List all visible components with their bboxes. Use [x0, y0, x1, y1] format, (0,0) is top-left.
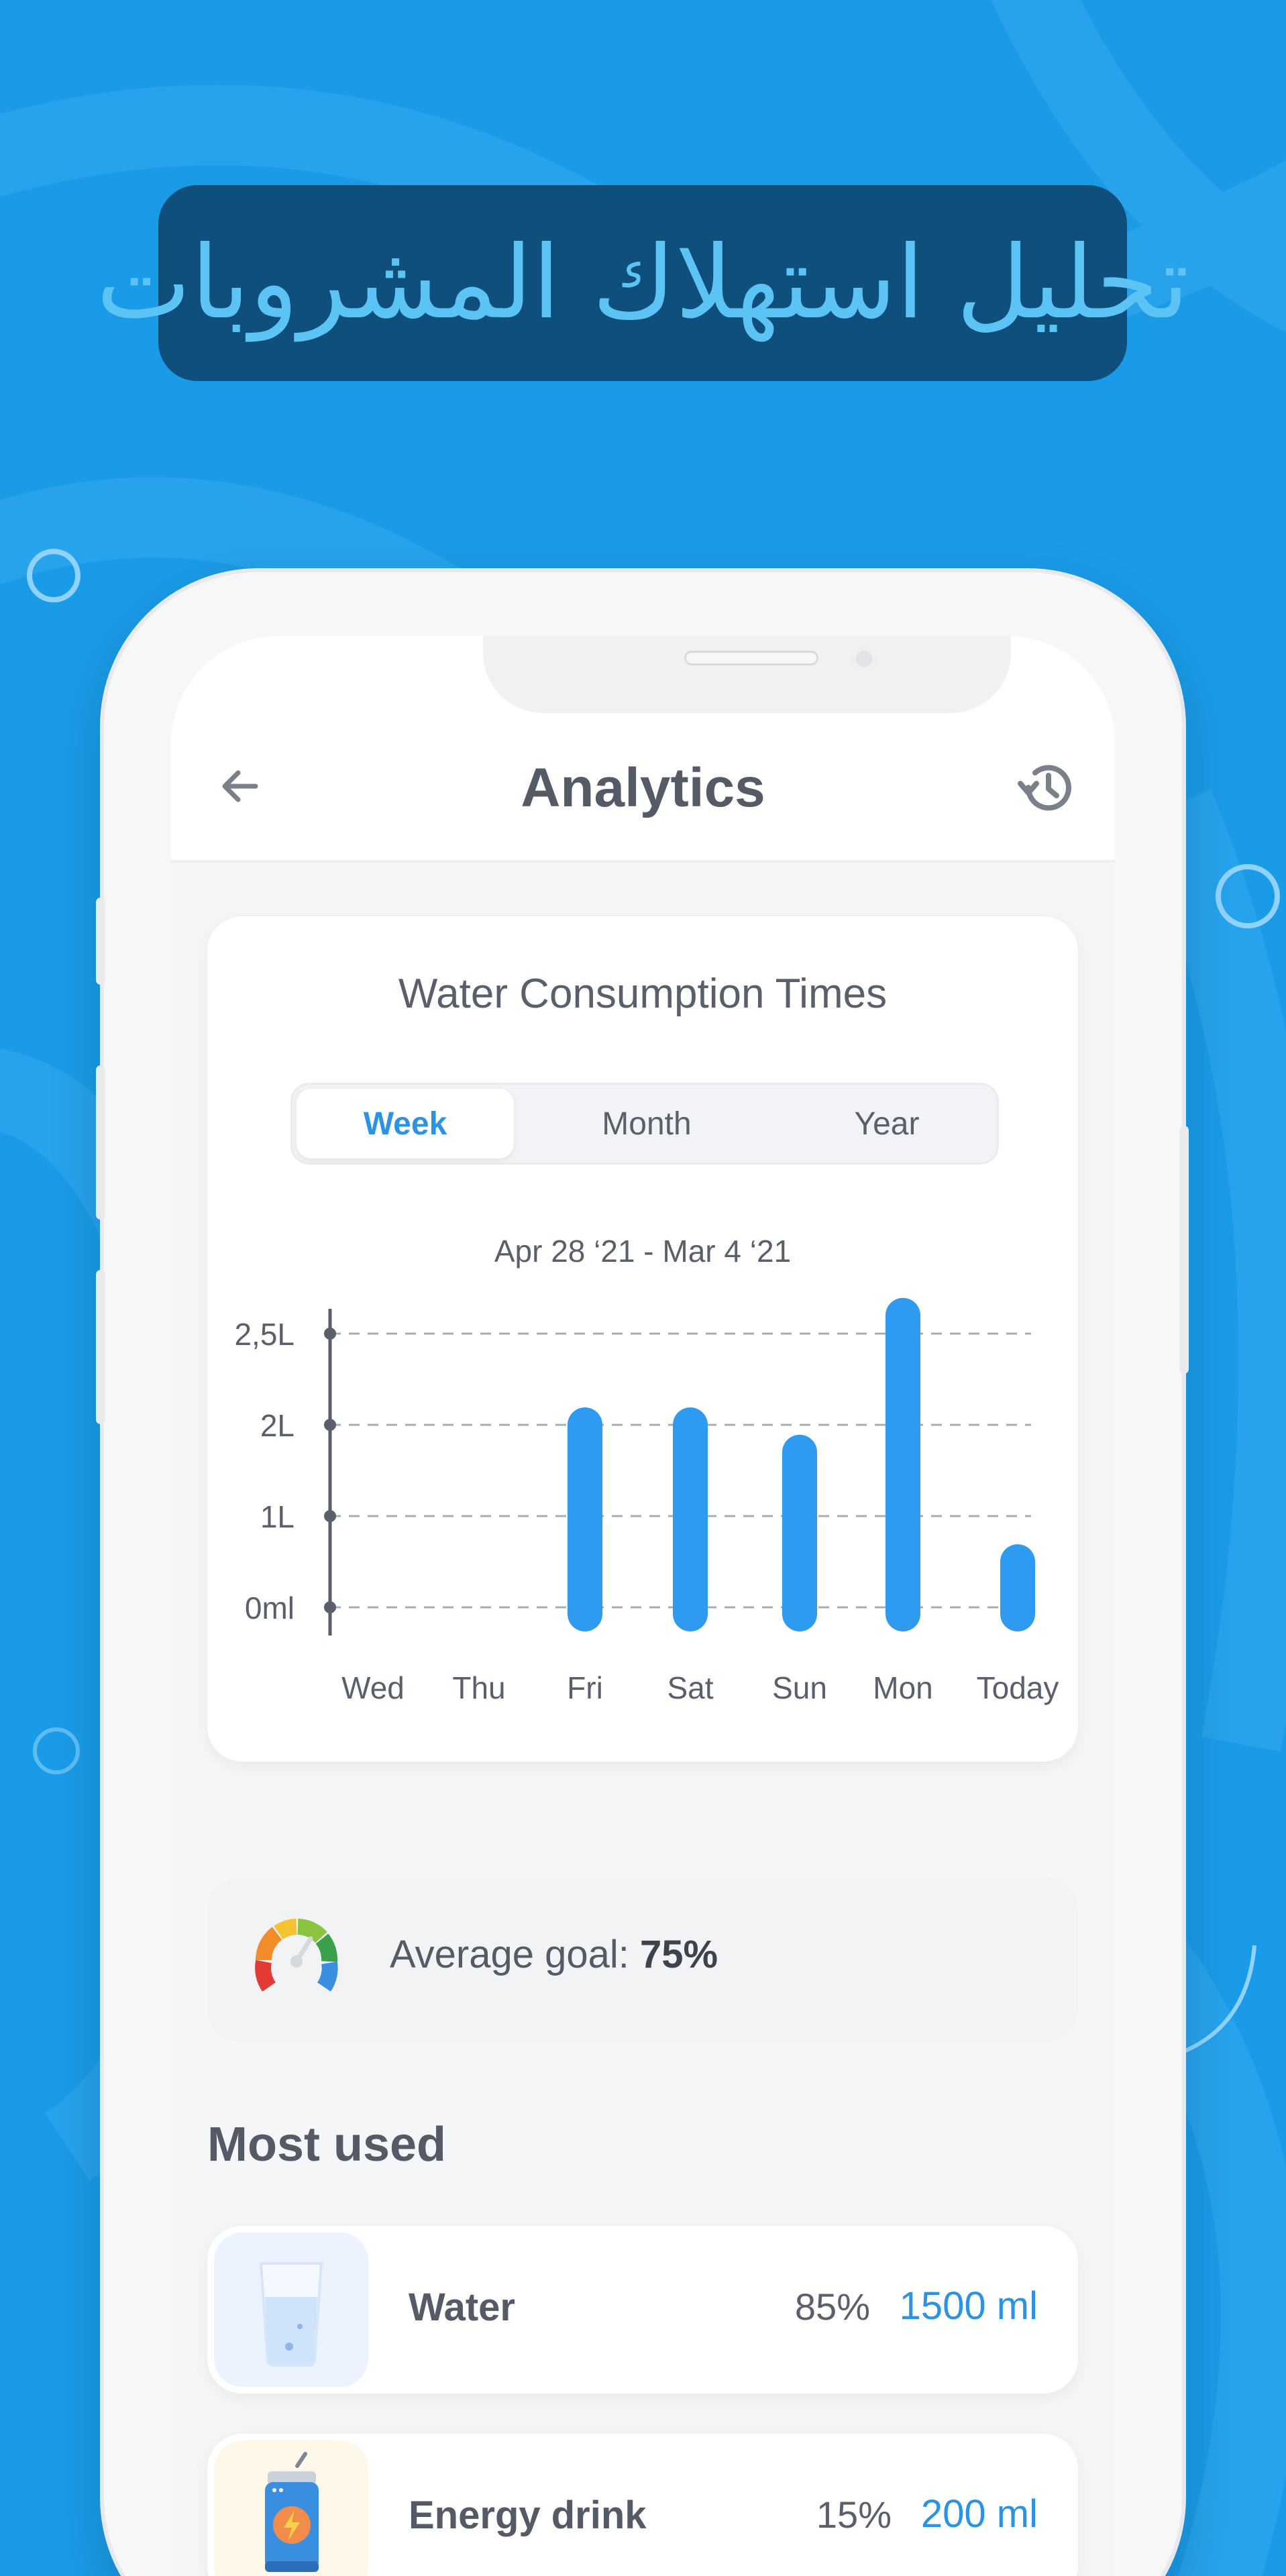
arrow-left-icon[interactable]: [215, 761, 266, 812]
history-icon[interactable]: [1016, 757, 1078, 818]
date-range: Apr 28 ‘21 - Mar 4 ‘21: [494, 1234, 792, 1269]
x-tick-label: Fri: [567, 1670, 603, 1705]
y-tick-label: 1L: [260, 1499, 294, 1534]
average-goal-label: Average goal:: [390, 1933, 640, 1976]
tab-year[interactable]: Year: [854, 1106, 920, 1142]
bar-sun: [782, 1434, 817, 1631]
tab-month[interactable]: Month: [602, 1106, 692, 1142]
bar-today: [1000, 1544, 1035, 1631]
promo-banner: تحليل استهلاك المشروبات: [96, 185, 1188, 381]
drink-name: Energy drink: [409, 2493, 647, 2537]
list-item[interactable]: Water 85% 1500 ml: [207, 2226, 1078, 2394]
drink-thumbnail: [214, 2440, 368, 2576]
y-tick-label: 2,5L: [234, 1317, 294, 1352]
axis-tick-dot: [324, 1601, 336, 1613]
x-tick-label: Wed: [341, 1670, 405, 1705]
drink-name: Water: [409, 2286, 515, 2329]
phone-camera: [851, 645, 877, 672]
average-goal-value: 75%: [639, 1933, 718, 1976]
x-tick-label: Today: [977, 1670, 1059, 1705]
axis-tick-dot: [324, 1419, 336, 1431]
drink-percent: 15%: [816, 2493, 892, 2536]
drink-percent: 85%: [794, 2286, 870, 2328]
phone-notch: [483, 636, 1011, 713]
period-segmented-control: Week Month Year: [290, 1083, 999, 1165]
axis-tick-dot: [324, 1510, 336, 1522]
energy-drink-can-icon: [265, 2452, 319, 2572]
x-tick-label: Sat: [667, 1670, 713, 1705]
drink-amount: 1500 ml: [899, 2284, 1038, 2328]
x-tick-label: Mon: [873, 1670, 932, 1705]
bar-sat: [673, 1407, 708, 1631]
phone-power-button: [1179, 1126, 1189, 1374]
gauge-icon: [255, 1919, 338, 1992]
tab-week[interactable]: Week: [297, 1089, 514, 1159]
water-glass-icon: [259, 2262, 323, 2367]
average-goal-text: Average goal: 75%: [390, 1932, 718, 1977]
y-tick-label: 0ml: [245, 1591, 294, 1625]
app-screen: Analytics Water Consumption Times Week M…: [171, 636, 1115, 2576]
x-tick-label: Thu: [452, 1670, 505, 1705]
banner-title: تحليل استهلاك المشروبات: [96, 225, 1189, 341]
most-used-title: Most used: [207, 2118, 447, 2171]
x-tick-label: Sun: [772, 1670, 827, 1705]
phone-frame: Analytics Water Consumption Times Week M…: [96, 572, 1189, 2576]
average-goal-card: Average goal: 75%: [207, 1877, 1078, 2042]
page-title: Analytics: [521, 757, 765, 818]
drink-thumbnail: [214, 2233, 368, 2387]
list-item[interactable]: Energy drink 15% 200 ml: [207, 2434, 1078, 2576]
consumption-bar-chart: 0ml 1L 2L 2,5L Wed Thu Fri Sat Sun Mon Today: [234, 1297, 1059, 1705]
y-tick-label: 2L: [260, 1408, 294, 1443]
card-title: Water Consumption Times: [398, 971, 888, 1017]
phone-speaker: [684, 651, 818, 665]
bar-mon: [886, 1297, 920, 1631]
water-consumption-card: Water Consumption Times Week Month Year …: [207, 916, 1078, 1762]
bar-fri: [568, 1407, 602, 1631]
phone-volume-down-button: [96, 1270, 105, 1424]
axis-tick-dot: [324, 1328, 336, 1340]
phone-side-button: [96, 898, 105, 985]
drink-amount: 200 ml: [920, 2492, 1038, 2536]
phone-volume-up-button: [96, 1065, 105, 1220]
